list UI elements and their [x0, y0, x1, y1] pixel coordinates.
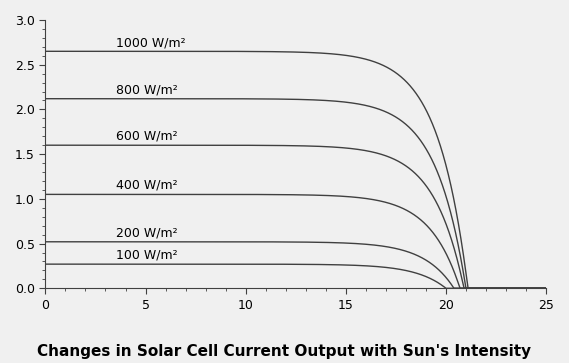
- Text: 400 W/m²: 400 W/m²: [116, 179, 177, 192]
- Text: 600 W/m²: 600 W/m²: [116, 130, 177, 143]
- Text: 100 W/m²: 100 W/m²: [116, 249, 177, 262]
- Text: 1000 W/m²: 1000 W/m²: [116, 37, 185, 50]
- Text: 200 W/m²: 200 W/m²: [116, 227, 177, 239]
- Text: Changes in Solar Cell Current Output with Sun's Intensity: Changes in Solar Cell Current Output wit…: [38, 344, 531, 359]
- Text: 800 W/m²: 800 W/m²: [116, 83, 178, 96]
